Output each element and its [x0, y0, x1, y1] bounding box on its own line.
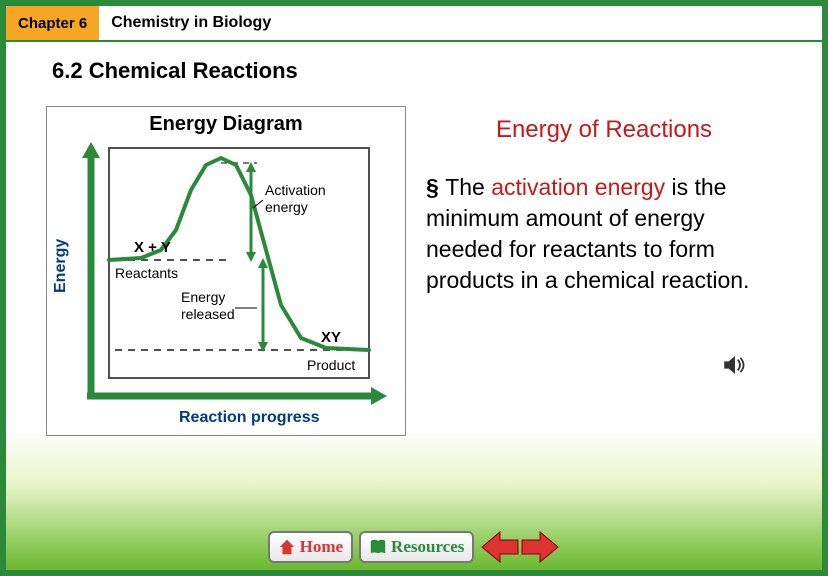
prev-button[interactable]: [480, 530, 520, 564]
speaker-icon[interactable]: [724, 356, 746, 374]
content-area: Energy Diagram X + Y Reactants Activatione…: [46, 106, 782, 500]
term-activation-energy: activation energy: [491, 174, 665, 200]
bullet-pre: The: [445, 174, 491, 200]
svg-text:XY: XY: [321, 329, 341, 346]
home-button[interactable]: Home: [268, 531, 353, 563]
arrow-right-icon: [520, 530, 560, 564]
diagram-svg: X + YReactantsActivationenergyEnergyrele…: [51, 140, 399, 428]
slide-root: Chapter 6 Chemistry in Biology 6.2 Chemi…: [0, 0, 828, 576]
chapter-title: Chemistry in Biology: [99, 6, 822, 40]
content-heading: Energy of Reactions: [426, 116, 782, 144]
svg-text:X + Y: X + Y: [134, 239, 171, 256]
svg-text:Product: Product: [307, 357, 355, 373]
svg-text:Reactants: Reactants: [115, 265, 178, 281]
chapter-tab: Chapter 6: [6, 6, 99, 40]
resources-button[interactable]: Resources: [359, 531, 474, 563]
svg-text:Energy: Energy: [52, 239, 69, 293]
book-icon: [369, 538, 387, 556]
bullet-paragraph: § The activation energy is the minimum a…: [426, 172, 782, 296]
nav-arrows: [480, 530, 560, 564]
svg-text:Energy: Energy: [181, 289, 225, 305]
energy-diagram: Energy Diagram X + Y Reactants Activatione…: [46, 106, 406, 436]
bullet-marker: §: [426, 174, 439, 200]
home-label: Home: [300, 537, 343, 557]
bottom-nav: Home Resources: [6, 530, 822, 564]
svg-text:Activation: Activation: [265, 182, 326, 198]
arrow-left-icon: [480, 530, 520, 564]
resources-label: Resources: [391, 537, 464, 557]
header-bar: Chapter 6 Chemistry in Biology: [6, 6, 822, 42]
home-icon: [278, 538, 296, 556]
text-column: Energy of Reactions § The activation ene…: [426, 106, 782, 500]
diagram-title: Energy Diagram: [51, 113, 401, 136]
svg-text:released: released: [181, 306, 235, 322]
svg-text:energy: energy: [265, 199, 308, 215]
next-button[interactable]: [520, 530, 560, 564]
section-title: 6.2 Chemical Reactions: [52, 58, 298, 84]
svg-text:Reaction progress: Reaction progress: [179, 409, 320, 426]
